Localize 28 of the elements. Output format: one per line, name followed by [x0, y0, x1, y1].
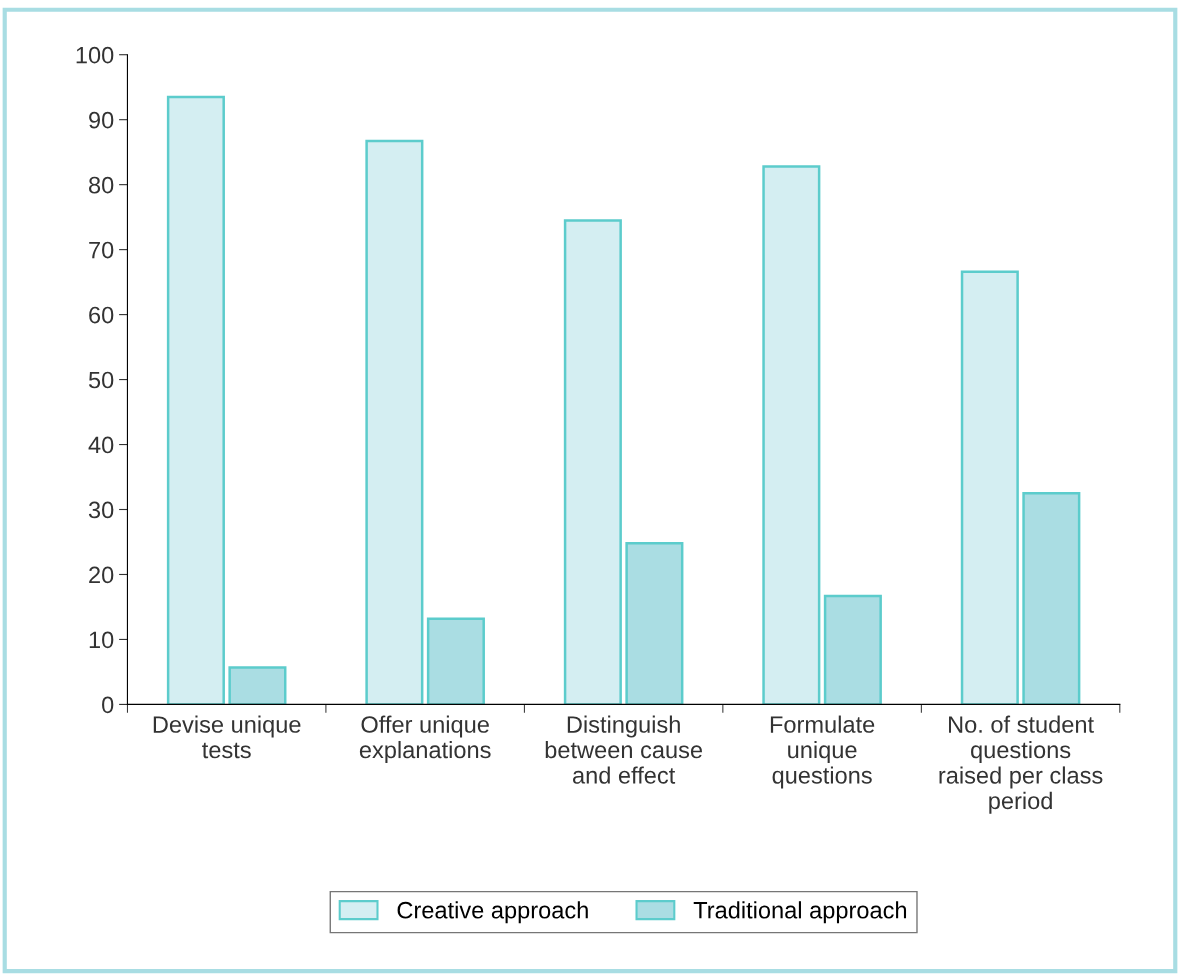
x-tick-label: Formulate unique questions	[770, 715, 875, 789]
x-tick-label: Offer unique explanations	[359, 715, 491, 763]
bar	[563, 219, 622, 705]
bar	[762, 165, 821, 705]
y-tick-label: 30	[88, 501, 114, 519]
y-tick-label: 40	[88, 436, 114, 454]
y-tick-label: 100	[76, 46, 114, 64]
y-tick-label: 60	[89, 306, 114, 324]
bar	[625, 542, 684, 705]
y-tick-label: 70	[89, 241, 114, 259]
bar	[960, 270, 1019, 705]
y-tick-label: 0	[102, 696, 114, 714]
bar	[365, 139, 424, 705]
bar	[166, 95, 225, 705]
y-tick-label: 80	[89, 176, 114, 194]
legend-label: Creative approach	[397, 901, 588, 924]
y-tick-label: 90	[89, 111, 114, 129]
x-tick-label: Devise unique tests	[153, 715, 301, 759]
bar	[1022, 492, 1081, 705]
legend-label: Traditional approach	[693, 901, 907, 924]
y-tick-label: 10	[89, 631, 114, 649]
bar	[823, 594, 882, 705]
bar	[228, 666, 287, 705]
x-tick-label: Distinguish between cause and effect	[545, 715, 702, 784]
y-tick-label: 20	[89, 566, 114, 584]
x-tick-label: No. of student questions raised per class period	[939, 715, 1103, 814]
y-tick-label: 50	[88, 371, 114, 389]
bar	[426, 617, 485, 705]
